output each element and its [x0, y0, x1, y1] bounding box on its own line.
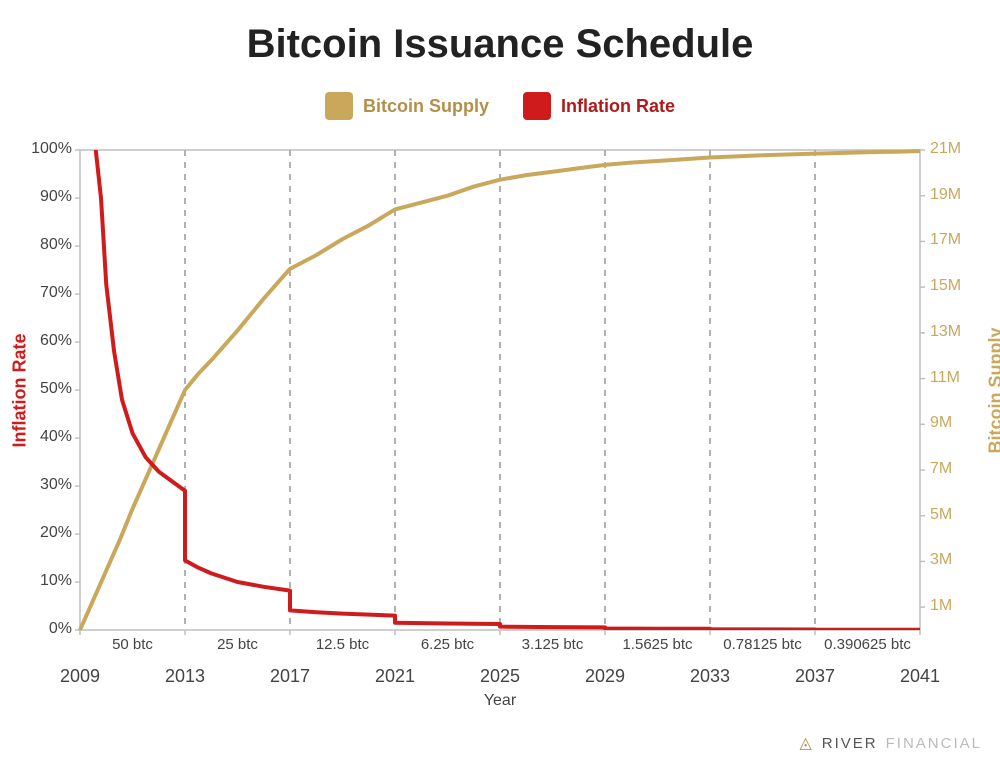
y-right-title: Bitcoin Supply: [986, 321, 1000, 461]
x-axis-title: Year: [80, 692, 920, 710]
y-left-tick-label: 60%: [30, 332, 72, 350]
x-tick-label: 2037: [795, 666, 835, 687]
reward-label: 0.78125 btc: [723, 636, 801, 653]
y-left-tick-label: 50%: [30, 380, 72, 398]
x-tick-label: 2029: [585, 666, 625, 687]
x-tick-label: 2041: [900, 666, 940, 687]
reward-label: 6.25 btc: [421, 636, 474, 653]
x-tick-label: 2033: [690, 666, 730, 687]
y-right-tick-label: 19M: [930, 186, 961, 204]
reward-label: 1.5625 btc: [622, 636, 692, 653]
y-right-tick-label: 9M: [930, 414, 952, 432]
reward-label: 0.390625 btc: [824, 636, 911, 653]
x-tick-label: 2009: [60, 666, 100, 687]
reward-label: 12.5 btc: [316, 636, 369, 653]
x-tick-label: 2025: [480, 666, 520, 687]
y-left-tick-label: 80%: [30, 236, 72, 254]
y-right-tick-label: 21M: [930, 140, 961, 158]
brand-footer: ◬ RIVER FINANCIAL: [799, 733, 982, 753]
y-right-tick-label: 15M: [930, 277, 961, 295]
y-right-tick-label: 3M: [930, 551, 952, 569]
reward-label: 3.125 btc: [522, 636, 584, 653]
y-right-tick-label: 5M: [930, 506, 952, 524]
y-right-tick-label: 1M: [930, 597, 952, 615]
y-left-tick-label: 10%: [30, 572, 72, 590]
y-right-tick-label: 17M: [930, 231, 961, 249]
series-inflation: [88, 0, 920, 630]
reward-label: 50 btc: [112, 636, 153, 653]
y-right-tick-label: 13M: [930, 323, 961, 341]
reward-label: 25 btc: [217, 636, 258, 653]
y-left-title: Inflation Rate: [10, 331, 31, 451]
y-left-tick-label: 100%: [30, 140, 72, 158]
y-left-tick-label: 30%: [30, 476, 72, 494]
y-left-tick-label: 70%: [30, 284, 72, 302]
brand-logo-icon: ◬: [799, 733, 813, 753]
y-right-tick-label: 11M: [930, 369, 960, 387]
y-right-tick-label: 7M: [930, 460, 952, 478]
brand-name-2: FINANCIAL: [886, 735, 982, 752]
x-tick-label: 2021: [375, 666, 415, 687]
y-left-tick-label: 0%: [30, 620, 72, 638]
y-left-tick-label: 40%: [30, 428, 72, 446]
x-tick-label: 2013: [165, 666, 205, 687]
y-left-tick-label: 20%: [30, 524, 72, 542]
brand-name-1: RIVER: [822, 735, 878, 752]
x-tick-label: 2017: [270, 666, 310, 687]
y-left-tick-label: 90%: [30, 188, 72, 206]
